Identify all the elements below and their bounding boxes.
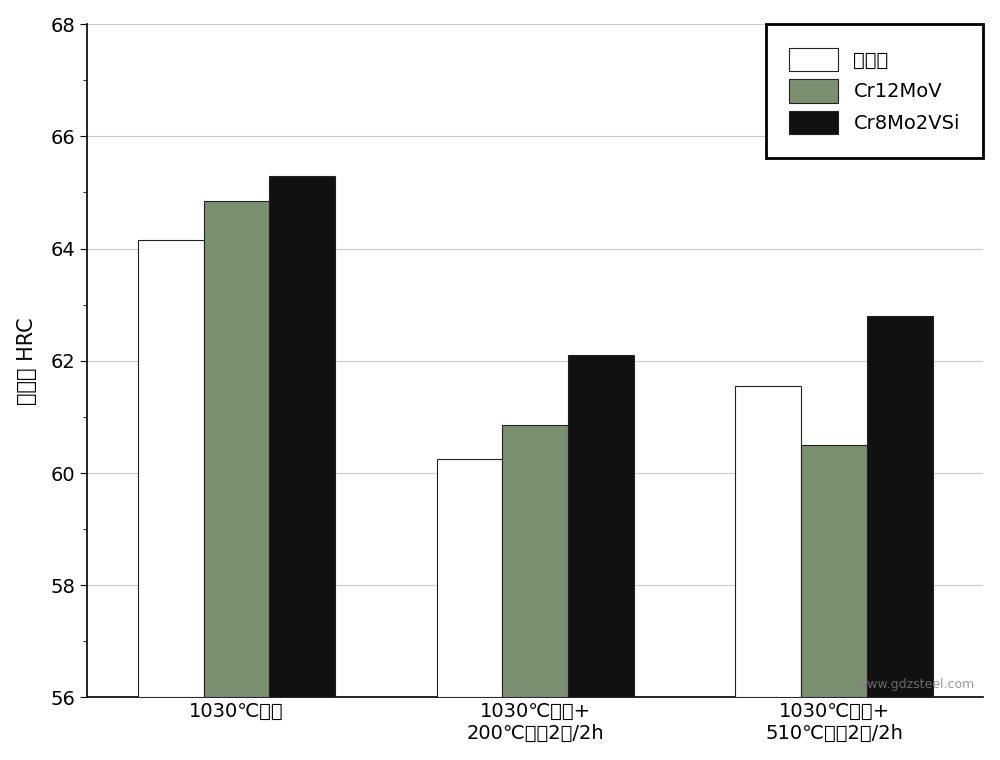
Bar: [568, 355, 634, 698]
Bar: [735, 386, 801, 698]
Y-axis label: 硬度， HRC: 硬度， HRC: [17, 317, 37, 404]
Bar: [801, 445, 867, 698]
Bar: [138, 240, 204, 698]
Bar: [204, 201, 269, 698]
Text: www.gdzsteel.com: www.gdzsteel.com: [857, 678, 974, 691]
Bar: [502, 426, 568, 698]
Legend: 发明钔, Cr12MoV, Cr8Mo2VSi: 发明钔, Cr12MoV, Cr8Mo2VSi: [776, 34, 974, 148]
Bar: [867, 316, 933, 698]
Bar: [437, 459, 502, 698]
Bar: [269, 176, 335, 698]
